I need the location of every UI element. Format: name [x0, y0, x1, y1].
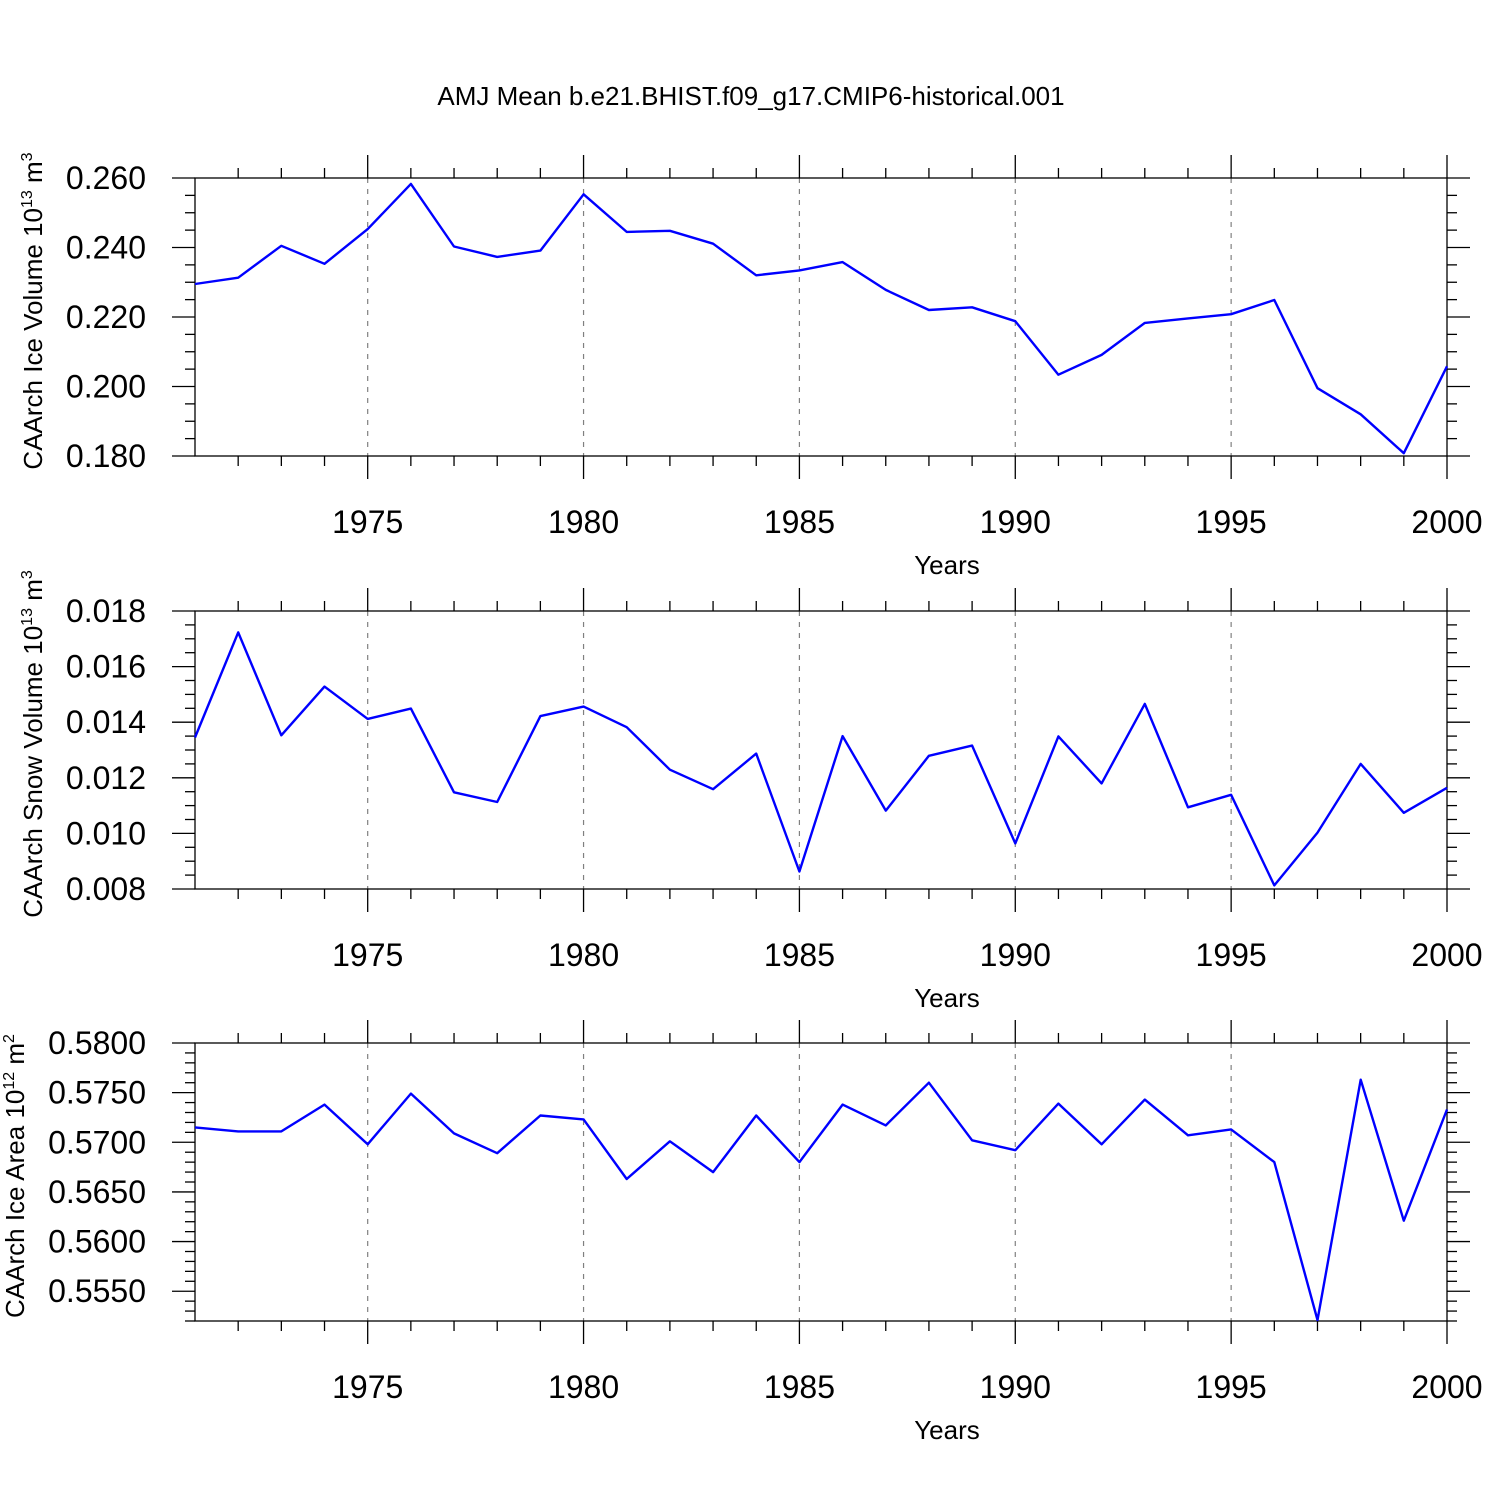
x-axis-label: Years	[914, 983, 980, 1013]
x-tick-label: 1975	[332, 1369, 403, 1405]
y-axis-label-superscript: 13	[19, 190, 36, 208]
x-tick-label: 1975	[332, 937, 403, 973]
y-tick-label: 0.5550	[48, 1273, 146, 1309]
series-line	[194, 182, 1449, 455]
x-tick-label: 2000	[1411, 937, 1482, 973]
y-tick-label: 0.5700	[48, 1124, 146, 1160]
y-tick-label: 0.018	[66, 593, 146, 629]
y-axis-label-part: CAArch Snow Volume 10	[18, 626, 48, 918]
y-tick-label: 0.5800	[48, 1025, 146, 1061]
y-axis-label-superscript: 3	[19, 152, 36, 161]
x-tick-label: 1995	[1196, 937, 1267, 973]
y-tick-label: 0.014	[66, 704, 146, 740]
x-axis-label: Years	[914, 550, 980, 580]
x-tick-label: 1990	[980, 504, 1051, 540]
plot-frame	[194, 177, 1448, 457]
y-axis-label: CAArch Ice Volume 1013 m3	[18, 152, 48, 469]
y-axis-label: CAArch Snow Volume 1013 m3	[18, 570, 48, 918]
y-axis-label-superscript: 13	[19, 608, 36, 626]
y-axis-label-part: CAArch Ice Area 10	[0, 1090, 30, 1318]
y-axis-label-part: m	[18, 161, 48, 190]
x-tick-label: 1985	[764, 504, 835, 540]
x-tick-label: 1980	[548, 937, 619, 973]
y-tick-label: 0.260	[66, 160, 146, 196]
chart-panels: 1975 1980 1985 1990 1995 2000 0.180 0.200 0.220 0…	[0, 152, 1483, 1445]
y-tick-label: 0.012	[66, 760, 146, 796]
y-axis-label-part: CAArch Ice Volume 10	[18, 208, 48, 470]
y-tick-label: 0.180	[66, 438, 146, 474]
y-axis-label-superscript: 2	[1, 1034, 18, 1043]
x-tick-label: 1975	[332, 504, 403, 540]
x-tick-label: 1985	[764, 937, 835, 973]
x-tick-label: 1990	[980, 1369, 1051, 1405]
x-tick-label: 1985	[764, 1369, 835, 1405]
y-tick-label: 0.220	[66, 299, 146, 335]
x-tick-label: 1995	[1196, 1369, 1267, 1405]
y-axis-label: CAArch Ice Area 1012 m2	[0, 1034, 30, 1318]
x-tick-label: 1990	[980, 937, 1051, 973]
x-tick-label: 2000	[1411, 504, 1482, 540]
panel-snow-volume: 1975 1980 1985 1990 1995 2000 0.008 0.010 0.012 0…	[18, 570, 1483, 1013]
y-tick-label: 0.010	[66, 815, 146, 851]
x-tick-label: 1980	[548, 1369, 619, 1405]
panel-ice-area: 1975 1980 1985 1990 1995 2000 0.5550 0.5600 0.56…	[0, 1020, 1483, 1445]
series-line	[194, 1078, 1449, 1322]
panel-ice-volume: 1975 1980 1985 1990 1995 2000 0.180 0.200 0.220 0…	[18, 152, 1483, 580]
x-tick-label: 1995	[1196, 504, 1267, 540]
y-tick-label: 0.200	[66, 369, 146, 405]
x-tick-label: 1980	[548, 504, 619, 540]
y-tick-label: 0.016	[66, 649, 146, 685]
y-tick-label: 0.5650	[48, 1174, 146, 1210]
x-axis-label: Years	[914, 1415, 980, 1445]
plot-frame	[194, 1042, 1448, 1322]
y-tick-label: 0.5750	[48, 1075, 146, 1111]
y-tick-label: 0.5600	[48, 1224, 146, 1260]
plot-frame	[194, 610, 1448, 890]
y-axis-label-part: m	[0, 1043, 30, 1072]
y-tick-label: 0.240	[66, 230, 146, 266]
figure-title: AMJ Mean b.e21.BHIST.f09_g17.CMIP6-histo…	[437, 81, 1064, 111]
y-axis-label-superscript: 3	[19, 570, 36, 579]
series-line	[193, 631, 1448, 887]
y-tick-label: 0.008	[66, 871, 146, 907]
y-axis-label-part: m	[18, 579, 48, 608]
y-axis-label-superscript: 12	[1, 1072, 18, 1090]
x-tick-label: 2000	[1411, 1369, 1482, 1405]
